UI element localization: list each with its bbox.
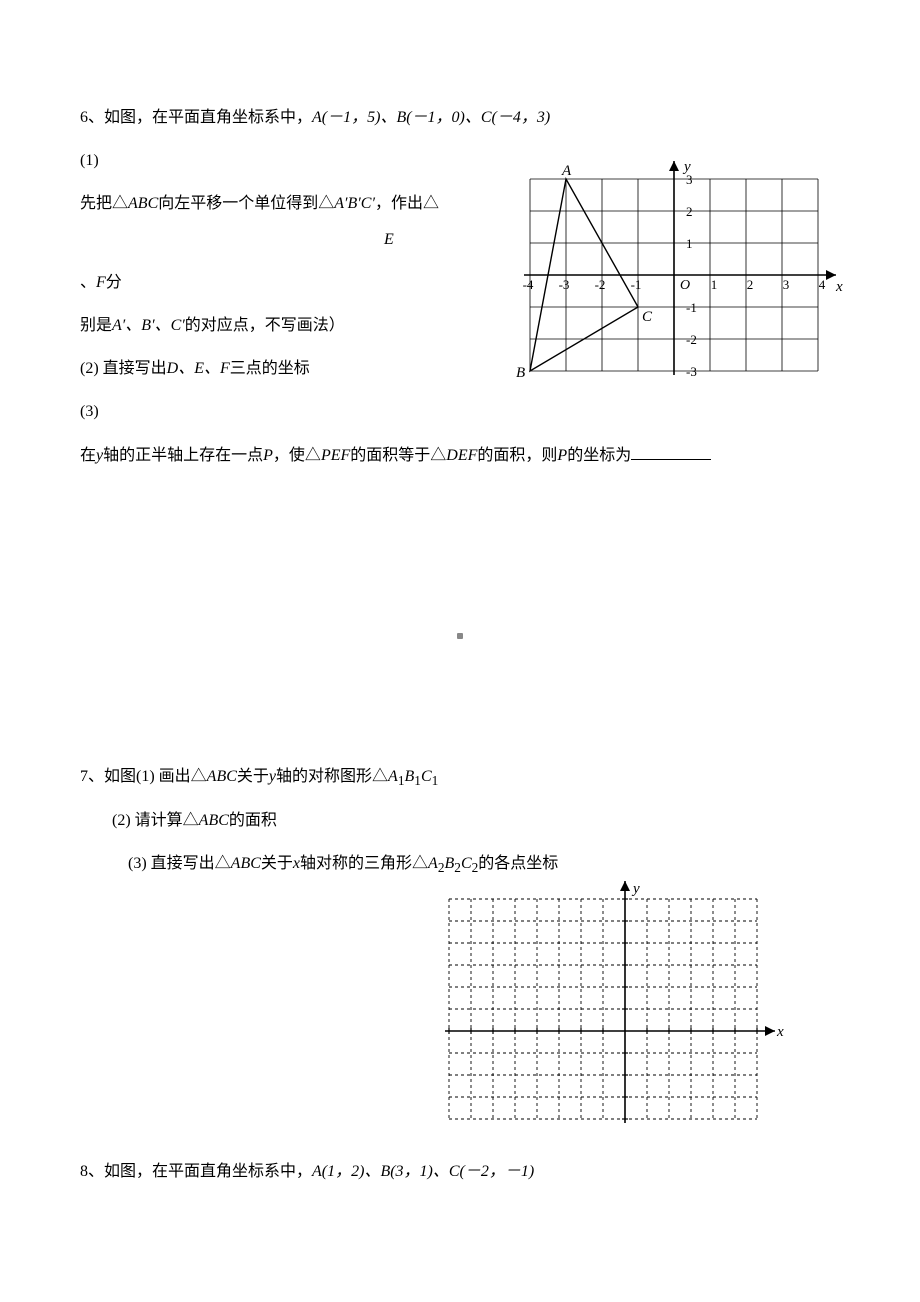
p6-part1-line3: 别是A′、B′、C′的对应点，不写画法） (80, 308, 480, 343)
p7-figure: yx (400, 881, 840, 1154)
svg-text:-4: -4 (523, 277, 534, 292)
svg-text:-3: -3 (559, 277, 570, 292)
p7-part2: (2) 请计算△ABC的面积 (80, 803, 840, 838)
svg-text:-1: -1 (686, 300, 697, 315)
p6-part3-num: (3) (80, 394, 480, 429)
p6-part1-line2: 、F分 (80, 265, 480, 300)
svg-text:y: y (682, 159, 691, 175)
p6-figure: -4-3-2-11234-3-2-1123OyxABC (500, 150, 860, 393)
p6-blank (631, 459, 711, 460)
svg-text:x: x (776, 1024, 784, 1040)
problem-6: 6、如图，在平面直角坐标系中，A(－1，5)、B(－1，0)、C(－4，3) -… (80, 100, 840, 473)
p6-text-flow: (1) 先把△ABC向左平移一个单位得到△A′B′C′，作出△ E 、F分 别是… (80, 143, 480, 429)
svg-text:C: C (642, 309, 653, 325)
svg-text:-2: -2 (686, 332, 697, 347)
problem-8: 8、如图，在平面直角坐标系中，A(1，2)、B(3，1)、C(－2，－1) (80, 1154, 840, 1189)
svg-text:2: 2 (747, 277, 754, 292)
svg-text:B: B (516, 365, 525, 380)
svg-text:-2: -2 (595, 277, 606, 292)
decorative-dot (457, 633, 463, 639)
problem-7: 7、如图(1) 画出△ABC关于y轴的对称图形△A1B1C1 (2) 请计算△A… (80, 759, 840, 1154)
svg-text:4: 4 (819, 277, 826, 292)
svg-text:A: A (561, 163, 572, 179)
svg-text:O: O (680, 278, 690, 293)
p6-part2: (2) 直接写出D、E、F三点的坐标 (80, 351, 480, 386)
p6-part3-body: 在y轴的正半轴上存在一点P，使△PEF的面积等于△DEF的面积，则P的坐标为 (80, 438, 840, 473)
svg-text:1: 1 (711, 277, 718, 292)
svg-text:2: 2 (686, 204, 693, 219)
svg-text:1: 1 (686, 236, 693, 251)
svg-text:-1: -1 (631, 277, 642, 292)
svg-text:x: x (835, 279, 843, 295)
p6-part1-line1: 先把△ABC向左平移一个单位得到△A′B′C′，作出△ E (80, 186, 480, 256)
p7-part1: 7、如图(1) 画出△ABC关于y轴的对称图形△A1B1C1 (80, 759, 840, 796)
svg-text:y: y (631, 881, 640, 897)
svg-text:-3: -3 (686, 364, 697, 379)
p6-title: 6、如图，在平面直角坐标系中，A(－1，5)、B(－1，0)、C(－4，3) (80, 100, 840, 135)
svg-text:3: 3 (783, 277, 790, 292)
p6-part1-num: (1) (80, 143, 480, 178)
p7-part3: (3) 直接写出△ABC关于x轴对称的三角形△A2B2C2的各点坐标 (80, 846, 840, 883)
